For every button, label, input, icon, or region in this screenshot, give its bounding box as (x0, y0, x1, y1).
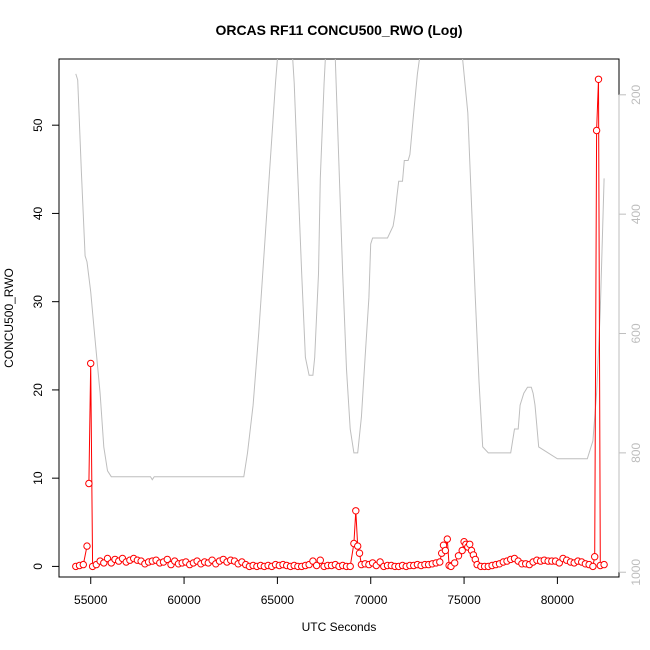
pressure-series (75, 59, 605, 481)
x-tick-label: 80000 (541, 593, 575, 607)
data-point (79, 560, 88, 569)
data-point (83, 542, 91, 550)
data-point (441, 546, 450, 555)
y-tick-label: 10 (31, 471, 45, 485)
x-tick-label: 60000 (167, 593, 201, 607)
data-point (451, 559, 459, 567)
data-point (163, 555, 172, 564)
right-tick-label: 1000 (629, 559, 643, 586)
data-point (346, 562, 354, 571)
data-point (354, 542, 362, 550)
data-point (594, 75, 603, 84)
plot-frame (58, 58, 620, 578)
y-axis: 0 10 20 30 40 50 (31, 118, 60, 570)
y-axis-label: CONCU500_RWO (2, 268, 16, 368)
data-point (589, 562, 597, 571)
data-point (600, 560, 608, 569)
data-point (458, 546, 466, 555)
chart-title: ORCAS RF11 CONCU500_RWO (Log) (215, 22, 462, 38)
right-tick-label: 400 (629, 204, 643, 224)
y-tick-label: 0 (31, 563, 45, 570)
x-tick-label: 70000 (354, 593, 388, 607)
data-point (87, 359, 95, 368)
y-tick-label: 30 (31, 295, 45, 309)
data-point (466, 540, 474, 548)
data-point (355, 549, 364, 557)
data-point (592, 126, 601, 135)
data-point (352, 507, 360, 515)
data-point (312, 561, 321, 570)
pressure-line (75, 59, 605, 481)
data-point (85, 479, 93, 488)
y-tick-label: 50 (31, 118, 45, 132)
right-tick-label: 800 (629, 443, 643, 463)
y-tick-label: 40 (31, 206, 45, 220)
x-tick-label: 75000 (447, 593, 481, 607)
right-tick-label: 200 (629, 84, 643, 104)
data-point (436, 558, 444, 566)
data-point (591, 553, 599, 561)
data-point (454, 552, 463, 560)
concentration-series (72, 75, 608, 571)
right-tick-label: 600 (629, 323, 643, 343)
data-point (443, 535, 451, 543)
data-point (316, 556, 324, 564)
x-axis-label: UTC Seconds (302, 620, 377, 634)
right-axis: 200 400 600 800 1000 (618, 84, 643, 586)
x-tick-label: 55000 (74, 593, 108, 607)
y-tick-label: 20 (31, 383, 45, 397)
x-tick-label: 65000 (261, 593, 295, 607)
x-axis: 55000 60000 65000 70000 75000 80000 (74, 576, 575, 607)
concentration-line (88, 79, 605, 568)
